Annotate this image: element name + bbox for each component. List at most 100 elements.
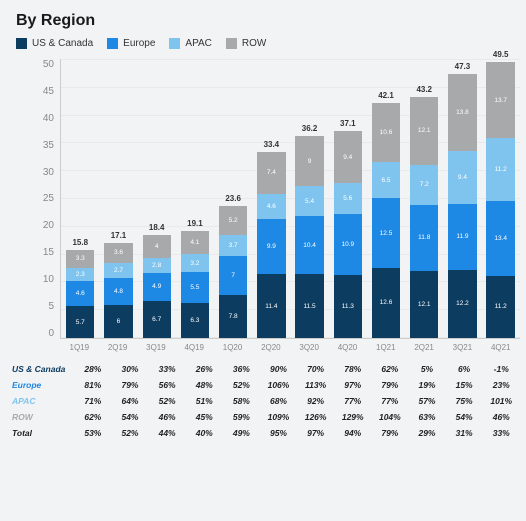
legend-item-us_canada: US & Canada bbox=[16, 38, 93, 49]
row-cell: 106% bbox=[265, 380, 293, 390]
segment-row: 13.8 bbox=[448, 74, 476, 151]
bar-total-label: 49.5 bbox=[486, 50, 514, 59]
segment-row: 12.1 bbox=[410, 97, 438, 165]
y-tick: 5 bbox=[48, 301, 54, 312]
segment-apac: 6.5 bbox=[372, 162, 400, 198]
chart-title: By Region bbox=[16, 12, 520, 30]
legend-swatch bbox=[16, 38, 27, 49]
row-cell: 113% bbox=[302, 380, 330, 390]
y-tick: 35 bbox=[43, 140, 54, 151]
bar-total-label: 15.8 bbox=[66, 238, 94, 247]
row-cell: 52% bbox=[228, 380, 256, 390]
row-cell: 54% bbox=[116, 412, 144, 422]
segment-apac: 9.4 bbox=[448, 151, 476, 203]
segment-us_canada: 6.3 bbox=[181, 303, 209, 338]
x-label: 3Q21 bbox=[448, 343, 476, 352]
segment-apac: 4.6 bbox=[257, 194, 285, 220]
bar-1Q20: 23.67.873.75.2 bbox=[219, 206, 247, 338]
row-cell: 49% bbox=[228, 428, 256, 438]
y-tick: 50 bbox=[43, 59, 54, 70]
segment-europe: 9.9 bbox=[257, 219, 285, 274]
x-label: 4Q20 bbox=[333, 343, 361, 352]
row-cell: 40% bbox=[190, 428, 218, 438]
row-cell: 101% bbox=[487, 396, 515, 406]
bar-total-label: 36.2 bbox=[295, 124, 323, 133]
segment-row: 7.4 bbox=[257, 152, 285, 193]
row-cell: 64% bbox=[116, 396, 144, 406]
chart-area: 50454035302520151050 15.85.74.62.33.317.… bbox=[12, 59, 520, 339]
row-label: APAC bbox=[12, 396, 74, 406]
segment-us_canada: 11.4 bbox=[257, 274, 285, 338]
segment-us_canada: 5.7 bbox=[66, 306, 94, 338]
segment-row: 3.6 bbox=[104, 243, 132, 263]
row-cell: 78% bbox=[339, 364, 367, 374]
legend-item-europe: Europe bbox=[107, 38, 155, 49]
row-cell: 81% bbox=[79, 380, 107, 390]
row-cell: 75% bbox=[450, 396, 478, 406]
legend: US & CanadaEuropeAPACROW bbox=[16, 38, 520, 49]
row-cell: 109% bbox=[265, 412, 293, 422]
segment-us_canada: 12.1 bbox=[410, 271, 438, 339]
x-label: 2Q19 bbox=[103, 343, 131, 352]
row-cell: 31% bbox=[450, 428, 478, 438]
segment-row: 5.2 bbox=[219, 206, 247, 235]
row-cell: 90% bbox=[265, 364, 293, 374]
segment-us_canada: 12.6 bbox=[372, 268, 400, 338]
bar-total-label: 23.6 bbox=[219, 194, 247, 203]
row-cells: 81%79%56%48%52%106%113%97%79%19%15%23% bbox=[74, 380, 520, 390]
segment-europe: 5.5 bbox=[181, 272, 209, 303]
row-cell: 79% bbox=[376, 428, 404, 438]
segment-europe: 7 bbox=[219, 256, 247, 295]
legend-swatch bbox=[107, 38, 118, 49]
row-cell: 44% bbox=[153, 428, 181, 438]
table-row-europe: Europe81%79%56%48%52%106%113%97%79%19%15… bbox=[12, 380, 520, 390]
segment-us_canada: 6 bbox=[104, 305, 132, 338]
row-cell: 62% bbox=[79, 412, 107, 422]
row-cell: 58% bbox=[228, 396, 256, 406]
x-label: 2Q20 bbox=[257, 343, 285, 352]
y-tick: 0 bbox=[48, 328, 54, 339]
table-row-us_canada: US & Canada28%30%33%26%36%90%70%78%62%5%… bbox=[12, 364, 520, 374]
segment-apac: 2.7 bbox=[104, 263, 132, 278]
legend-swatch bbox=[226, 38, 237, 49]
row-cell: 57% bbox=[413, 396, 441, 406]
row-cell: 97% bbox=[302, 428, 330, 438]
row-cell: 129% bbox=[339, 412, 367, 422]
segment-europe: 4.8 bbox=[104, 278, 132, 305]
segment-apac: 3.7 bbox=[219, 235, 247, 256]
row-cell: 36% bbox=[228, 364, 256, 374]
segment-row: 3.3 bbox=[66, 250, 94, 268]
x-label: 4Q21 bbox=[487, 343, 515, 352]
row-label: Total bbox=[12, 428, 74, 438]
row-cell: 77% bbox=[376, 396, 404, 406]
y-tick: 10 bbox=[43, 274, 54, 285]
segment-row: 9 bbox=[295, 136, 323, 186]
x-label: 3Q20 bbox=[295, 343, 323, 352]
row-cells: 28%30%33%26%36%90%70%78%62%5%6%-1% bbox=[74, 364, 520, 374]
row-cell: 29% bbox=[413, 428, 441, 438]
bar-total-label: 33.4 bbox=[257, 140, 285, 149]
row-cell: 79% bbox=[376, 380, 404, 390]
bar-1Q19: 15.85.74.62.33.3 bbox=[66, 250, 94, 338]
segment-europe: 4.6 bbox=[66, 281, 94, 307]
segment-us_canada: 11.2 bbox=[486, 276, 514, 338]
segment-us_canada: 7.8 bbox=[219, 295, 247, 338]
row-cell: 68% bbox=[265, 396, 293, 406]
row-cell: 94% bbox=[339, 428, 367, 438]
row-cell: 5% bbox=[413, 364, 441, 374]
row-cell: -1% bbox=[487, 364, 515, 374]
segment-europe: 13.4 bbox=[486, 201, 514, 276]
segment-row: 9.4 bbox=[334, 131, 362, 183]
bar-3Q19: 18.46.74.92.84 bbox=[143, 235, 171, 338]
segment-us_canada: 12.2 bbox=[448, 270, 476, 338]
row-cell: 30% bbox=[116, 364, 144, 374]
bar-4Q19: 19.16.35.53.24.1 bbox=[181, 231, 209, 338]
row-cells: 53%52%44%40%49%95%97%94%79%29%31%33% bbox=[74, 428, 520, 438]
bar-2Q21: 43.212.111.87.212.1 bbox=[410, 97, 438, 338]
row-cell: 33% bbox=[153, 364, 181, 374]
row-cell: 33% bbox=[487, 428, 515, 438]
x-label: 2Q21 bbox=[410, 343, 438, 352]
segment-row: 4 bbox=[143, 235, 171, 257]
bar-3Q20: 36.211.510.45.49 bbox=[295, 136, 323, 338]
segment-europe: 10.9 bbox=[334, 214, 362, 275]
